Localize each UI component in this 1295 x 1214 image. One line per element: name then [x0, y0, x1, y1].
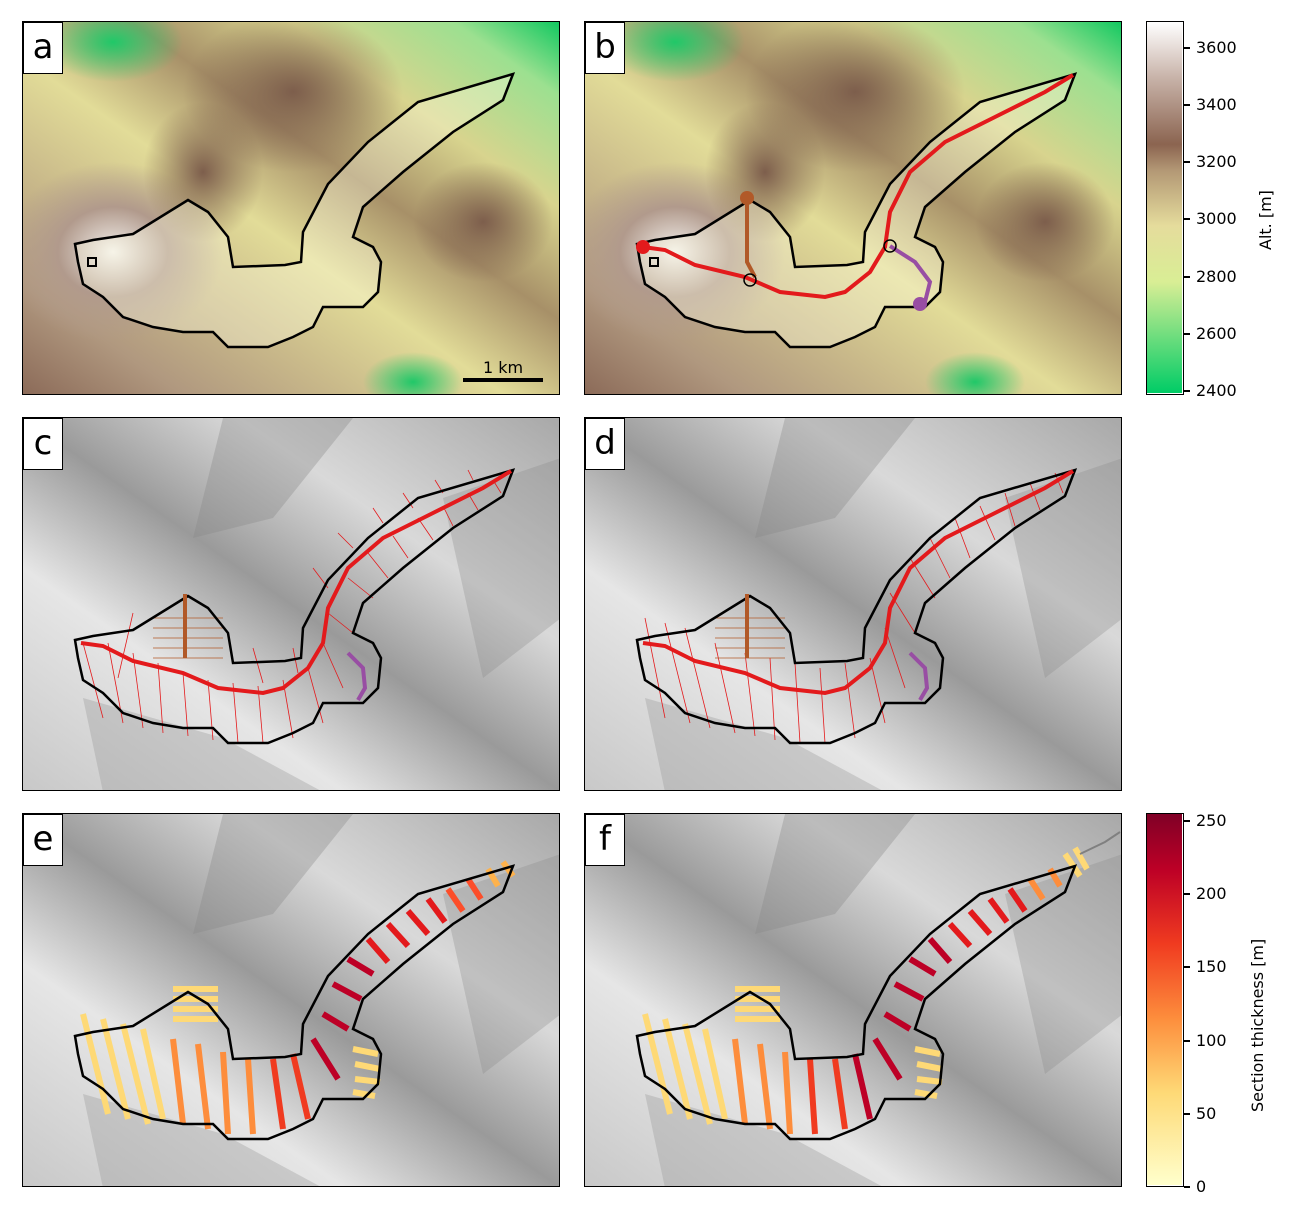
- tributary-flowline-2: [346, 651, 368, 702]
- confluence-2: [883, 239, 897, 253]
- panel-d: d: [584, 417, 1122, 791]
- panel-label: c: [23, 418, 63, 470]
- thickness-map-e: [23, 814, 559, 1186]
- main-flowline: [642, 469, 1075, 696]
- panel-b: b: [584, 21, 1122, 395]
- main-flowline: [642, 73, 1075, 300]
- scale-bar-label: 1 km: [482, 358, 524, 377]
- alt-tick: 2600: [1196, 324, 1237, 343]
- scale-bar-line: [463, 378, 543, 382]
- thickness-colorbar: [1146, 813, 1184, 1187]
- alt-tick: 2800: [1196, 267, 1237, 286]
- cross-sections-c: [82, 469, 502, 744]
- tributary-2-start: [913, 297, 927, 311]
- panel-a: a 1 km: [22, 21, 560, 395]
- glacier-outline: [635, 864, 1078, 1141]
- main-flowline-start: [636, 240, 650, 254]
- panel-label: b: [585, 22, 625, 74]
- panel-e: e: [22, 813, 560, 1187]
- tributary-1-start: [740, 191, 754, 205]
- thickness-sections-e: [80, 860, 516, 1135]
- tributary-flowline-2: [908, 651, 930, 702]
- hillshade-map-c: [23, 418, 559, 790]
- thk-tick: 150: [1196, 957, 1227, 976]
- panel-label: a: [23, 22, 63, 74]
- altitude-colorbar: [1146, 21, 1184, 395]
- glacier-outline: [73, 72, 516, 349]
- glacier-outline: [73, 468, 516, 745]
- alt-tick: 3200: [1196, 152, 1237, 171]
- panel-f: f: [584, 813, 1122, 1187]
- panel-label: f: [585, 814, 625, 866]
- thk-tick: 0: [1196, 1177, 1207, 1196]
- main-flowline: [80, 469, 513, 696]
- panel-label: d: [585, 418, 625, 470]
- thickness-map-f: [585, 814, 1121, 1186]
- flowline-extension: [1079, 831, 1121, 855]
- confluence-1: [743, 273, 757, 287]
- tributary-flowline-1: [745, 198, 757, 278]
- alt-tick: 2400: [1196, 381, 1237, 400]
- thickness-colorbar-label: Section thickness [m]: [1248, 938, 1267, 1112]
- thk-tick: 100: [1196, 1031, 1227, 1050]
- terrain-map: [23, 22, 559, 394]
- thk-tick: 200: [1196, 884, 1227, 903]
- cross-sections-d: [644, 472, 1064, 744]
- glacier-outline: [635, 468, 1078, 745]
- panel-label: e: [23, 814, 63, 866]
- alt-tick: 3600: [1196, 38, 1237, 57]
- thk-tick: 50: [1196, 1104, 1217, 1123]
- terrain-map-flowlines: [585, 22, 1121, 394]
- glacier-outline: [73, 864, 516, 1141]
- panel-c: c: [22, 417, 560, 791]
- scale-bar: 1 km: [463, 360, 543, 382]
- alt-tick: 3000: [1196, 209, 1237, 228]
- altitude-colorbar-label: Alt. [m]: [1256, 190, 1275, 250]
- alt-tick: 3400: [1196, 95, 1237, 114]
- thk-tick: 250: [1196, 811, 1227, 830]
- hillshade-map-d: [585, 418, 1121, 790]
